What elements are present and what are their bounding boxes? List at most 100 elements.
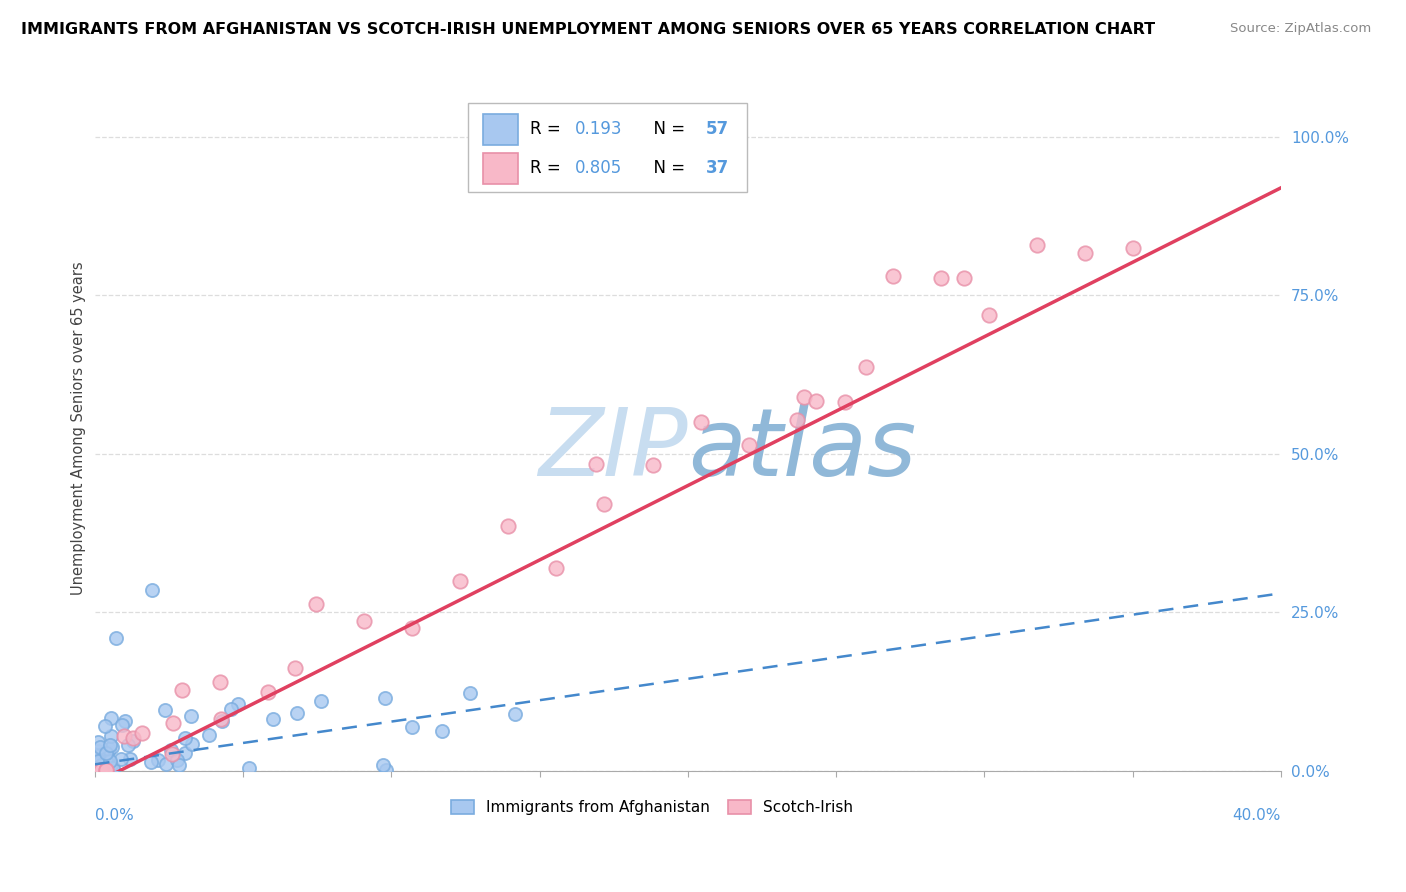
Point [141,583,163,598]
Point [1122,241,1144,255]
Point [546,561,568,575]
Point [375,763,398,777]
Text: Source: ZipAtlas.com: Source: ZipAtlas.com [1230,22,1371,36]
Point [737,438,759,452]
Point [101,763,124,777]
Point [353,614,375,628]
Point [146,753,169,767]
Point [112,729,135,743]
Point [87,754,110,768]
Point [90,758,112,772]
Point [86,761,108,775]
Point [90,763,112,777]
Point [174,746,197,760]
Text: 40.0%: 40.0% [1233,808,1281,823]
Text: 0.193: 0.193 [575,120,623,138]
Point [97,745,120,759]
Point [855,360,877,375]
Point [460,686,482,700]
Point [219,702,242,716]
Point [449,574,471,588]
Point [121,731,143,746]
Point [257,685,280,699]
Point [98,754,121,768]
Point [198,727,221,741]
Text: N =: N = [643,120,690,138]
Text: 37: 37 [706,160,728,178]
Point [238,761,260,775]
Point [110,717,132,731]
Text: 0.805: 0.805 [575,160,623,178]
FancyBboxPatch shape [482,114,519,145]
Point [305,597,328,611]
Point [103,761,125,775]
Point [585,457,607,471]
Point [309,694,332,708]
Point [209,674,232,689]
Point [114,714,136,729]
Point [373,758,395,772]
Point [977,309,1000,323]
Point [94,746,117,760]
Point [374,691,396,706]
Point [211,714,233,728]
Point [929,270,952,285]
Point [786,413,808,427]
Point [401,621,423,635]
FancyBboxPatch shape [482,153,519,184]
Point [498,519,520,533]
Point [167,758,190,772]
Point [105,631,128,645]
Point [804,394,827,409]
Text: 57: 57 [706,120,728,138]
Point [641,458,664,473]
Point [97,742,120,756]
Point [117,739,139,753]
Point [100,710,122,724]
Point [94,763,117,777]
Text: IMMIGRANTS FROM AFGHANISTAN VS SCOTCH-IRISH UNEMPLOYMENT AMONG SENIORS OVER 65 Y: IMMIGRANTS FROM AFGHANISTAN VS SCOTCH-IR… [21,22,1156,37]
Point [120,752,142,766]
Point [100,757,122,772]
Legend: Immigrants from Afghanistan, Scotch-Irish: Immigrants from Afghanistan, Scotch-Iris… [444,794,859,822]
Point [89,754,111,768]
Point [593,497,616,511]
Point [141,755,163,769]
Point [159,742,181,756]
Y-axis label: Unemployment Among Seniors over 65 years: Unemployment Among Seniors over 65 years [72,261,86,595]
Point [166,752,188,766]
Point [91,759,114,773]
Point [689,415,711,429]
Point [162,747,184,761]
Point [401,720,423,734]
Point [155,757,177,772]
Point [1074,246,1097,260]
Point [953,270,976,285]
Point [98,738,121,752]
Point [110,752,132,766]
Point [122,734,145,748]
Point [226,697,249,711]
Point [96,763,118,777]
Point [430,723,453,738]
Point [882,268,904,283]
Text: N =: N = [643,160,690,178]
Point [162,716,184,731]
Point [131,725,153,739]
Point [94,754,117,768]
Point [262,712,284,726]
Point [94,719,117,733]
Point [170,682,193,697]
Point [101,740,124,755]
Text: atlas: atlas [688,403,917,494]
Text: R =: R = [530,160,567,178]
Point [793,390,815,404]
Point [86,734,108,748]
Text: R =: R = [530,120,567,138]
Point [503,706,526,721]
Point [153,703,176,717]
Point [86,744,108,758]
Point [86,749,108,764]
Point [284,661,307,675]
Text: 0.0%: 0.0% [94,808,134,823]
